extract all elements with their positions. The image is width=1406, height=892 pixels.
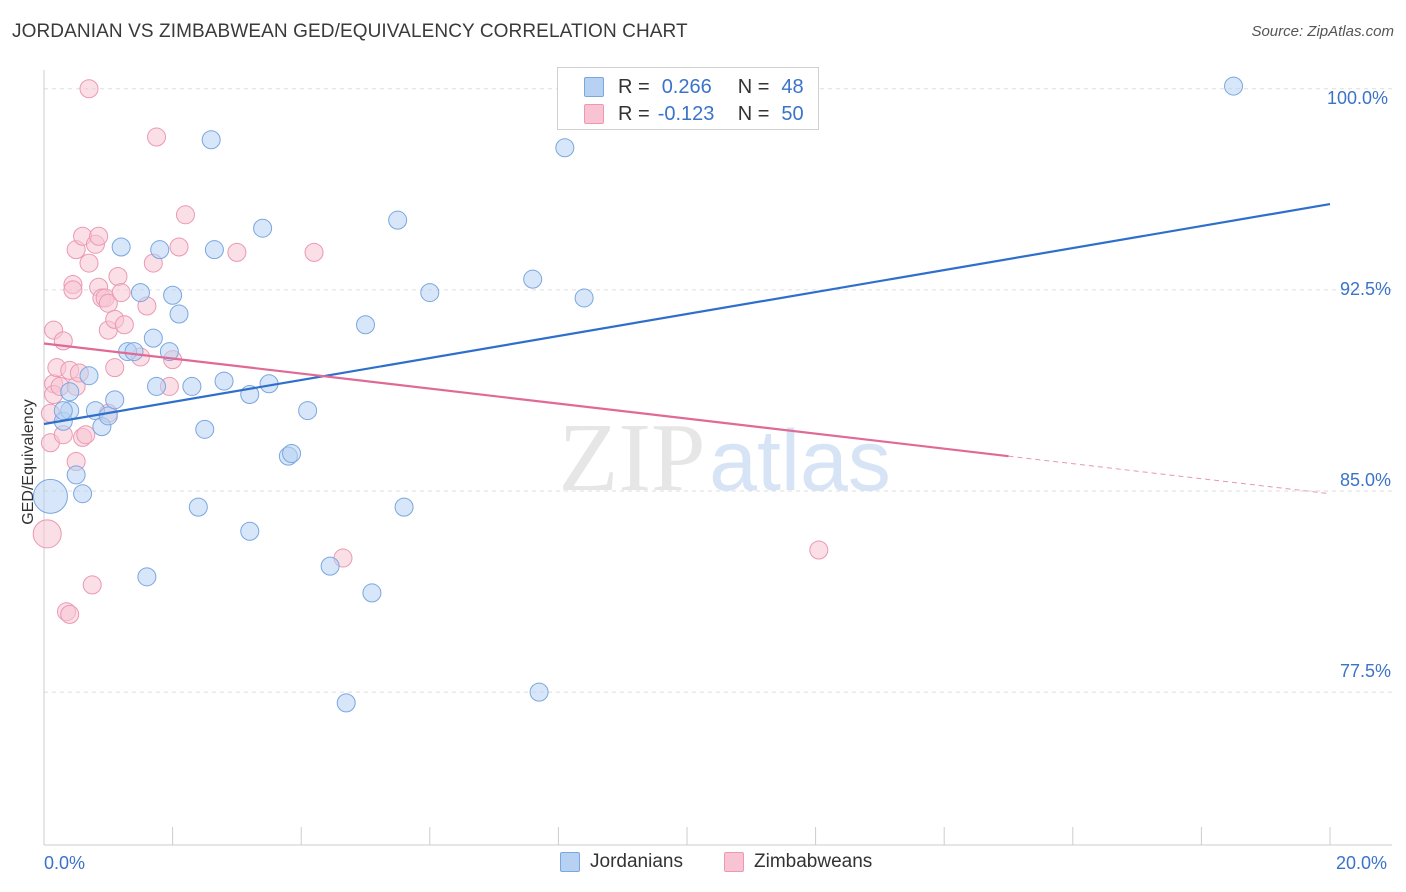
- jordanians-point: [159, 342, 179, 362]
- jordanians-point: [362, 583, 382, 603]
- zimbabweans-point: [89, 226, 109, 246]
- jordanians-point: [320, 556, 340, 576]
- jordanians-point: [204, 240, 224, 260]
- trend-lines: [43, 202, 1331, 495]
- zimbabweans-point: [105, 358, 125, 378]
- watermark-zip: ZIP: [559, 404, 706, 512]
- jordanians-point: [111, 237, 131, 257]
- zimbabweans-point: [60, 604, 80, 624]
- y-tick-label: 77.5%: [1340, 661, 1392, 681]
- axes: [43, 70, 1392, 846]
- n-label: N =: [737, 75, 770, 98]
- y-tick-label: 92.5%: [1340, 279, 1392, 299]
- zimbabweans-trend-line: [43, 342, 1009, 458]
- legend-label: Jordanians: [590, 851, 683, 872]
- zimbabweans-point: [82, 575, 102, 595]
- jordanians-point: [555, 138, 575, 158]
- zimbabweans-trend-extension: [1008, 455, 1331, 495]
- legend-item-jordanians: Jordanians: [560, 851, 683, 873]
- zimbabweans-point: [114, 315, 134, 335]
- r-value: -0.123: [657, 102, 715, 125]
- jordanians-point: [529, 682, 549, 702]
- watermark: ZIP atlas: [559, 404, 891, 512]
- zimbabweans-swatch: [724, 852, 744, 872]
- jordanians-point: [388, 210, 408, 230]
- zimbabweans-point: [175, 205, 195, 225]
- zimbabweans-point: [108, 266, 128, 286]
- gridlines: [44, 88, 1392, 693]
- jordanians-point: [240, 521, 260, 541]
- zimbabweans-swatch: [584, 104, 604, 124]
- jordanians-point: [32, 478, 68, 514]
- jordanians-point: [195, 419, 215, 439]
- x-tick-label-max: 20.0%: [1336, 853, 1388, 873]
- jordanians-point: [523, 269, 543, 289]
- jordanians-point: [137, 567, 157, 587]
- jordanians-point: [420, 283, 440, 303]
- legend-label: Zimbabweans: [754, 851, 873, 872]
- x-tick-label-min: 0.0%: [44, 853, 86, 873]
- zimbabweans-point: [79, 79, 99, 99]
- jordanians-swatch: [560, 852, 580, 872]
- jordanians-points: [32, 76, 1244, 713]
- jordanians-point: [201, 130, 221, 150]
- n-label: N =: [737, 102, 770, 125]
- jordanians-point: [53, 401, 73, 421]
- jordanians-point: [105, 390, 125, 410]
- jordanians-point: [169, 304, 189, 324]
- zimbabweans-point: [32, 519, 62, 549]
- r-label: R =: [618, 102, 650, 125]
- zimbabweans-point: [98, 293, 118, 313]
- jordanians-point: [253, 218, 273, 238]
- jordanians-point: [1224, 76, 1244, 96]
- jordanians-point: [182, 376, 202, 396]
- watermark-atlas: atlas: [709, 413, 891, 509]
- y-tick-label: 85.0%: [1340, 470, 1392, 490]
- jordanians-point: [282, 443, 302, 463]
- legend-row-zimbabweans: R = -0.123 N = 50: [584, 102, 804, 126]
- legend-row-jordanians: R = 0.266 N = 48: [584, 75, 804, 99]
- jordanians-point: [124, 342, 144, 362]
- zimbabweans-point: [111, 283, 131, 303]
- jordanians-point: [163, 285, 183, 305]
- jordanians-point: [188, 497, 208, 517]
- jordanians-point: [73, 484, 93, 504]
- n-value: 50: [781, 102, 804, 125]
- n-value: 48: [781, 75, 804, 98]
- zimbabweans-point: [169, 237, 189, 257]
- r-label: R =: [618, 75, 650, 98]
- jordanians-point: [130, 283, 150, 303]
- jordanians-swatch: [584, 77, 604, 97]
- zimbabweans-point: [809, 540, 829, 560]
- jordanians-point: [98, 406, 118, 426]
- jordanians-point: [147, 376, 167, 396]
- zimbabweans-point: [63, 280, 83, 300]
- jordanians-trend-line: [43, 202, 1331, 426]
- zimbabweans-point: [76, 425, 96, 445]
- jordanians-point: [298, 401, 318, 421]
- legend-item-zimbabweans: Zimbabweans: [724, 851, 872, 873]
- jordanians-point: [143, 328, 163, 348]
- jordanians-point: [214, 371, 234, 391]
- zimbabweans-point: [79, 253, 99, 273]
- zimbabweans-point: [147, 127, 167, 147]
- jordanians-point: [79, 366, 99, 386]
- jordanians-point: [150, 240, 170, 260]
- r-value: 0.266: [661, 75, 712, 98]
- jordanians-point: [336, 693, 356, 713]
- jordanians-point: [394, 497, 414, 517]
- jordanians-point: [356, 315, 375, 335]
- jordanians-point: [60, 382, 80, 402]
- zimbabweans-point: [304, 242, 324, 262]
- zimbabweans-point: [227, 242, 247, 262]
- chart-title: JORDANIAN VS ZIMBABWEAN GED/EQUIVALENCY …: [12, 21, 688, 42]
- y-axis-title: GED/Equivalency: [20, 399, 37, 525]
- zimbabweans-points: [32, 79, 829, 624]
- jordanians-point: [574, 288, 594, 308]
- stats-legend: R = 0.266 N = 48 R = -0.123 N = 50: [557, 67, 819, 130]
- y-tick-label: 100.0%: [1327, 88, 1389, 108]
- jordanians-point: [66, 465, 86, 485]
- source-label: Source: ZipAtlas.com: [1251, 23, 1394, 40]
